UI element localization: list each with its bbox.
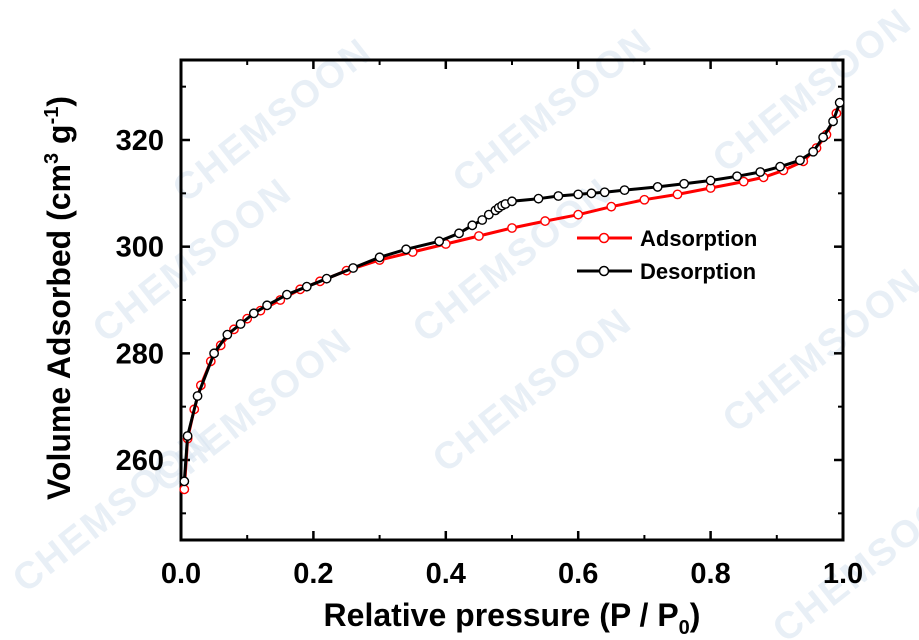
watermark-text: CHEMSOON (445, 20, 660, 201)
desorption-point (262, 300, 272, 311)
desorption-point (732, 171, 742, 182)
desorption-point (755, 167, 766, 177)
desorption-point (454, 228, 464, 239)
series-layer (179, 97, 845, 495)
x-axis-title: Relative pressure (P / P0) (324, 597, 701, 639)
x-tick-label: 0.6 (558, 558, 598, 590)
desorption-point (775, 161, 786, 172)
desorption-point (477, 215, 488, 225)
desorption-point (483, 209, 494, 220)
desorption-point (374, 252, 385, 263)
adsorption-point (573, 209, 584, 220)
watermark-text: CHEMSOON (715, 260, 919, 441)
y-tick-label: 280 (116, 338, 164, 370)
desorption-point (401, 244, 411, 255)
legend-adsorption-marker (598, 232, 610, 244)
adsorption-point (738, 176, 749, 187)
y-axis-title: Volume Adsorbed (cm3 g-1) (41, 96, 77, 500)
desorption-point (818, 132, 829, 143)
desorption-point (553, 191, 564, 201)
desorption-point (248, 308, 259, 319)
legend-desorption-marker (598, 265, 610, 277)
adsorption-point (639, 194, 650, 205)
desorption-point (828, 116, 838, 127)
desorption-point (834, 97, 845, 108)
x-tick-label: 0.4 (426, 558, 466, 590)
desorption-point (599, 187, 610, 198)
desorption-point (705, 175, 716, 186)
desorption-point (209, 348, 220, 359)
y-tick-label: 320 (116, 125, 164, 157)
axis-ticks: 0.0 0.2 0.4 0.6 0.8 1.0 260 280 300 320 (116, 60, 863, 590)
x-tick-label: 0.8 (690, 558, 730, 590)
legend: Adsorption Desorption (577, 226, 757, 284)
desorption-point (235, 319, 246, 329)
desorption-point (586, 188, 597, 199)
adsorption-point (473, 231, 484, 241)
desorption-point (533, 193, 544, 204)
desorption-point (182, 431, 193, 441)
x-tick-label: 0.2 (293, 558, 333, 590)
adsorption-point (179, 484, 190, 495)
desorption-point (192, 391, 203, 401)
x-tick-label: 1.0 (823, 558, 863, 590)
desorption-point (795, 155, 805, 166)
desorption-point (679, 178, 690, 189)
desorption-point (321, 273, 332, 284)
adsorption-point (606, 201, 617, 212)
y-tick-label: 300 (116, 232, 164, 264)
legend-adsorption-label: Adsorption (640, 226, 757, 251)
desorption-point (301, 281, 312, 292)
desorption-point (573, 189, 584, 200)
y-tick-label: 260 (116, 445, 164, 477)
desorption-point (282, 289, 292, 300)
adsorption-point (507, 223, 517, 233)
desorption-point (507, 196, 517, 207)
adsorption-point (540, 216, 550, 226)
desorption-point (179, 476, 190, 487)
x-tick-label: 0.0 (161, 558, 201, 590)
desorption-point (348, 263, 359, 273)
adsorption-point (672, 189, 683, 200)
desorption-point (619, 185, 630, 196)
desorption-point (434, 236, 445, 247)
desorption-point (467, 220, 478, 231)
legend-desorption-label: Desorption (640, 259, 756, 284)
desorption-point (808, 146, 819, 157)
desorption-point (652, 182, 663, 192)
desorption-point (222, 329, 233, 340)
